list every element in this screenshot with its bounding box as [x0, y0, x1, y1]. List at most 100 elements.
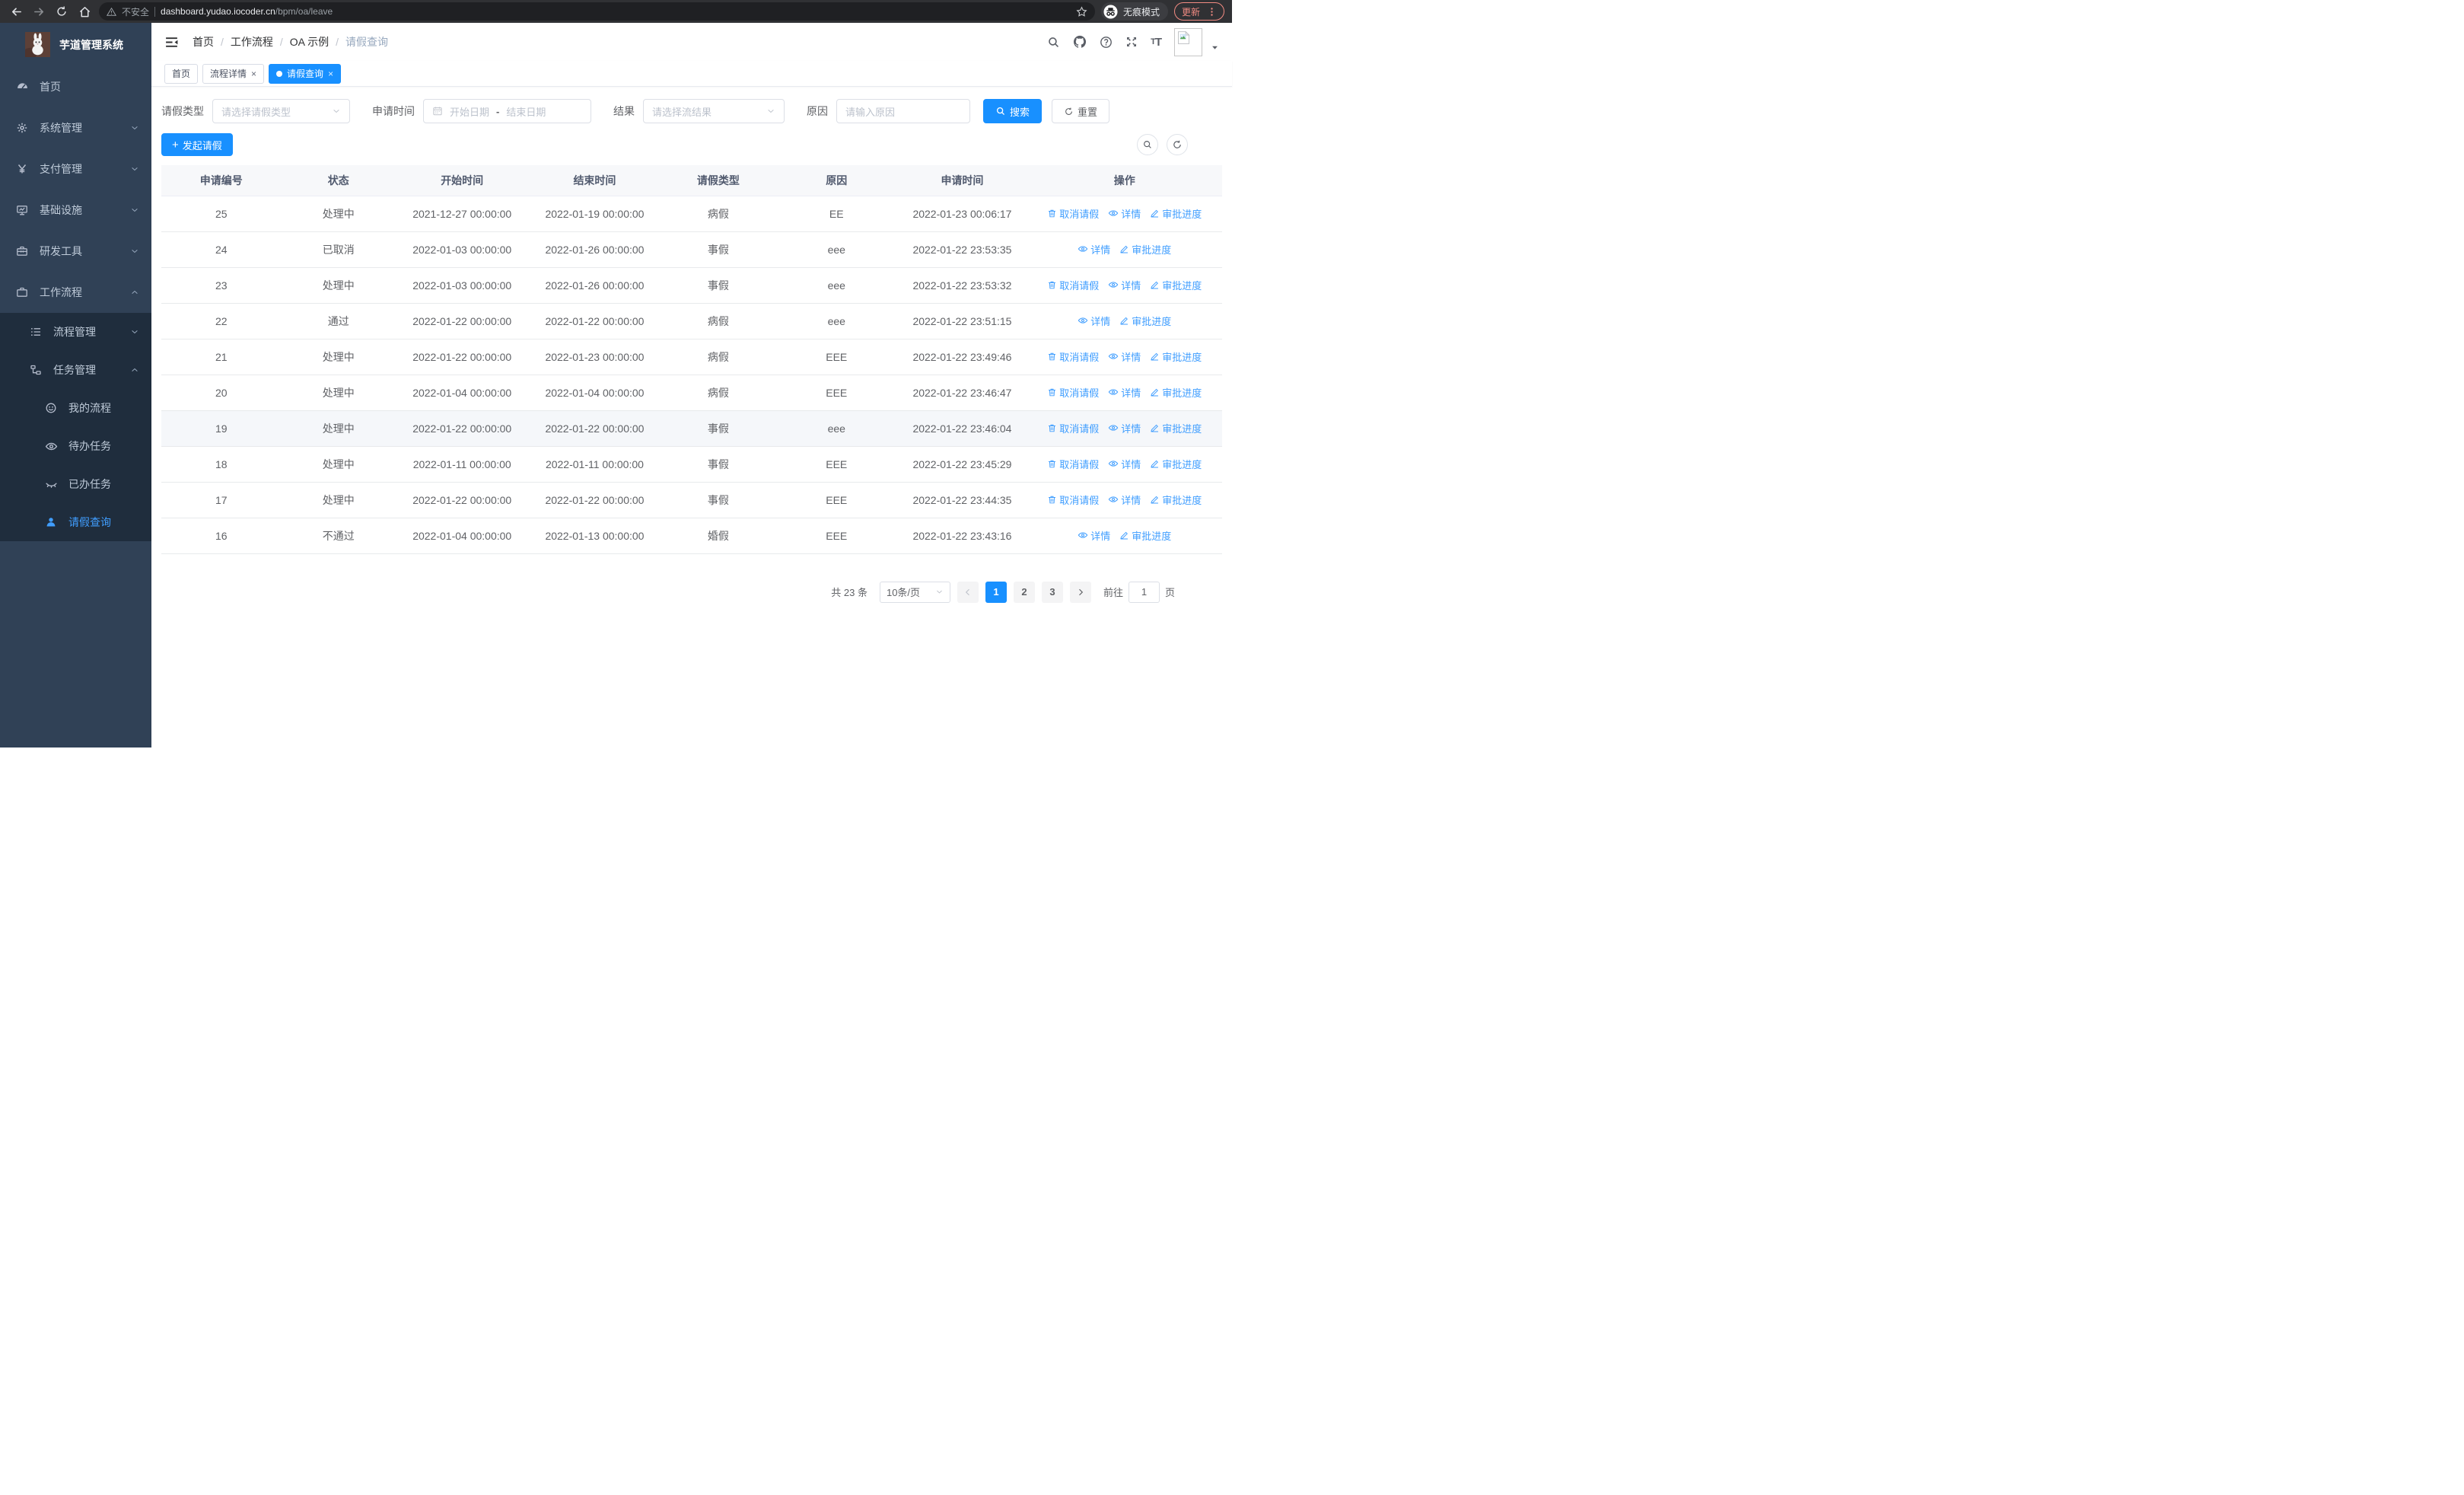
- help-icon[interactable]: [1100, 36, 1113, 49]
- cell-actions: 取消请假 详情 审批进度: [1027, 339, 1222, 375]
- cell-status: 已取消: [281, 231, 396, 268]
- not-secure-label: 不安全: [122, 6, 150, 18]
- action-detail-link[interactable]: 详情: [1108, 385, 1141, 400]
- action-detail-link[interactable]: 详情: [1108, 349, 1141, 364]
- breadcrumb-item[interactable]: OA 示例: [289, 36, 329, 48]
- close-icon[interactable]: ×: [328, 68, 334, 79]
- action-detail-link[interactable]: 详情: [1108, 457, 1141, 471]
- action-detail-link[interactable]: 详情: [1078, 314, 1110, 328]
- goto-page-input[interactable]: [1128, 581, 1160, 603]
- sidebar-item-my-process[interactable]: 我的流程: [0, 389, 151, 427]
- action-progress-link[interactable]: 审批进度: [1150, 421, 1202, 435]
- close-icon[interactable]: ×: [251, 68, 257, 79]
- toggle-search-button[interactable]: [1137, 134, 1158, 155]
- action-detail-link[interactable]: 详情: [1078, 528, 1110, 543]
- search-button[interactable]: 搜索: [983, 99, 1043, 123]
- action-progress-link[interactable]: 审批进度: [1150, 385, 1202, 400]
- action-progress-link[interactable]: 审批进度: [1150, 206, 1202, 221]
- fullscreen-icon[interactable]: [1125, 36, 1138, 48]
- menu-fold-icon[interactable]: [164, 35, 179, 49]
- tab-home[interactable]: 首页: [164, 63, 199, 84]
- reason-input[interactable]: 请输入原因: [836, 99, 970, 123]
- next-page-button[interactable]: [1069, 581, 1091, 603]
- page-button-2[interactable]: 2: [1013, 581, 1035, 603]
- sidebar-item-leave-query[interactable]: 请假查询: [0, 503, 151, 541]
- app-logo: [25, 32, 50, 57]
- search-icon[interactable]: [1047, 36, 1060, 49]
- create-leave-button[interactable]: + 发起请假: [161, 133, 233, 156]
- sidebar-item-payment-mgmt[interactable]: 支付管理: [0, 148, 151, 190]
- update-label: 更新: [1181, 6, 1200, 18]
- browser-home-icon[interactable]: [76, 3, 93, 20]
- trash-icon: [1047, 495, 1057, 505]
- browser-update-button[interactable]: 更新: [1173, 2, 1224, 21]
- chevron-down-icon: [935, 588, 944, 596]
- page-content: 请假类型 请选择请假类型 申请时间 开始日期 - 结束日期: [151, 87, 1232, 748]
- action-cancel-link[interactable]: 取消请假: [1047, 278, 1099, 292]
- browser-forward-icon[interactable]: [30, 3, 47, 20]
- sidebar-item-task-mgmt[interactable]: 任务管理: [0, 351, 151, 389]
- cell-apply_time: 2022-01-22 23:51:15: [897, 303, 1027, 339]
- reset-button[interactable]: 重置: [1052, 99, 1110, 123]
- address-bar[interactable]: 不安全 dashboard.yudao.iocoder.cn/bpm/oa/le…: [99, 2, 1095, 21]
- page-button-3[interactable]: 3: [1041, 581, 1063, 603]
- sidebar-item-infrastructure[interactable]: 基础设施: [0, 190, 151, 231]
- action-progress-link[interactable]: 审批进度: [1150, 278, 1202, 292]
- sidebar-item-dev-tools[interactable]: 研发工具: [0, 231, 151, 272]
- action-progress-link[interactable]: 审批进度: [1150, 457, 1202, 471]
- apply-time-range-picker[interactable]: 开始日期 - 结束日期: [423, 99, 591, 123]
- eye-icon: [1108, 387, 1119, 397]
- cell-apply_time: 2022-01-22 23:43:16: [897, 518, 1027, 554]
- cell-actions: 取消请假 详情 审批进度: [1027, 482, 1222, 518]
- sidebar-item-done-tasks[interactable]: 已办任务: [0, 465, 151, 503]
- prev-page-button[interactable]: [957, 581, 979, 603]
- sidebar-item-todo-tasks[interactable]: 待办任务: [0, 427, 151, 465]
- sidebar-item-label: 待办任务: [68, 440, 111, 452]
- action-cancel-link[interactable]: 取消请假: [1047, 492, 1099, 507]
- action-detail-link[interactable]: 详情: [1078, 242, 1110, 257]
- tab-process-detail[interactable]: 流程详情 ×: [202, 63, 265, 84]
- cell-actions: 取消请假 详情 审批进度: [1027, 267, 1222, 304]
- action-detail-link[interactable]: 详情: [1108, 421, 1141, 435]
- browser-menu-dots-icon[interactable]: [1207, 7, 1217, 17]
- action-cancel-link[interactable]: 取消请假: [1047, 349, 1099, 364]
- sidebar-item-system-mgmt[interactable]: 系统管理: [0, 107, 151, 148]
- action-progress-link[interactable]: 审批进度: [1150, 492, 1202, 507]
- browser-reload-icon[interactable]: [53, 3, 70, 20]
- cell-type: 婚假: [661, 518, 776, 554]
- refresh-table-button[interactable]: [1167, 134, 1188, 155]
- action-progress-link[interactable]: 审批进度: [1119, 242, 1171, 257]
- action-detail-link[interactable]: 详情: [1108, 492, 1141, 507]
- action-cancel-link[interactable]: 取消请假: [1047, 457, 1099, 471]
- browser-back-icon[interactable]: [8, 3, 24, 20]
- sidebar-item-process-mgmt[interactable]: 流程管理: [0, 313, 151, 351]
- action-detail-link[interactable]: 详情: [1108, 206, 1141, 221]
- action-progress-link[interactable]: 审批进度: [1119, 528, 1171, 543]
- sidebar-item-workflow[interactable]: 工作流程: [0, 272, 151, 313]
- leave-type-label: 请假类型: [161, 105, 204, 117]
- page-button-1[interactable]: 1: [985, 581, 1007, 603]
- action-progress-link[interactable]: 审批进度: [1150, 349, 1202, 364]
- result-select[interactable]: 请选择流结果: [643, 99, 785, 123]
- action-progress-link[interactable]: 审批进度: [1119, 314, 1171, 328]
- action-cancel-link[interactable]: 取消请假: [1047, 421, 1099, 435]
- sidebar-item-home[interactable]: 首页: [0, 66, 151, 107]
- action-cancel-link[interactable]: 取消请假: [1047, 206, 1099, 221]
- table-row: 24 已取消 2022-01-03 00:00:00 2022-01-26 00:00…: [161, 231, 1222, 268]
- app-logo-row[interactable]: 芋道管理系统: [0, 23, 151, 66]
- action-cancel-link[interactable]: 取消请假: [1047, 385, 1099, 400]
- leave-type-select[interactable]: 请选择请假类型: [212, 99, 350, 123]
- action-detail-link[interactable]: 详情: [1108, 278, 1141, 292]
- avatar[interactable]: [1174, 27, 1202, 56]
- caret-down-icon[interactable]: [1211, 43, 1219, 52]
- result-label: 结果: [613, 105, 635, 117]
- bookmark-star-icon[interactable]: [1076, 5, 1087, 18]
- page-size-select[interactable]: 10条/页: [879, 581, 950, 603]
- edit-icon: [1150, 352, 1160, 362]
- tab-leave-query[interactable]: 请假查询 ×: [269, 63, 342, 84]
- breadcrumb-item[interactable]: 首页: [193, 36, 214, 48]
- breadcrumb-item[interactable]: 工作流程: [230, 36, 273, 48]
- github-icon[interactable]: [1073, 35, 1087, 49]
